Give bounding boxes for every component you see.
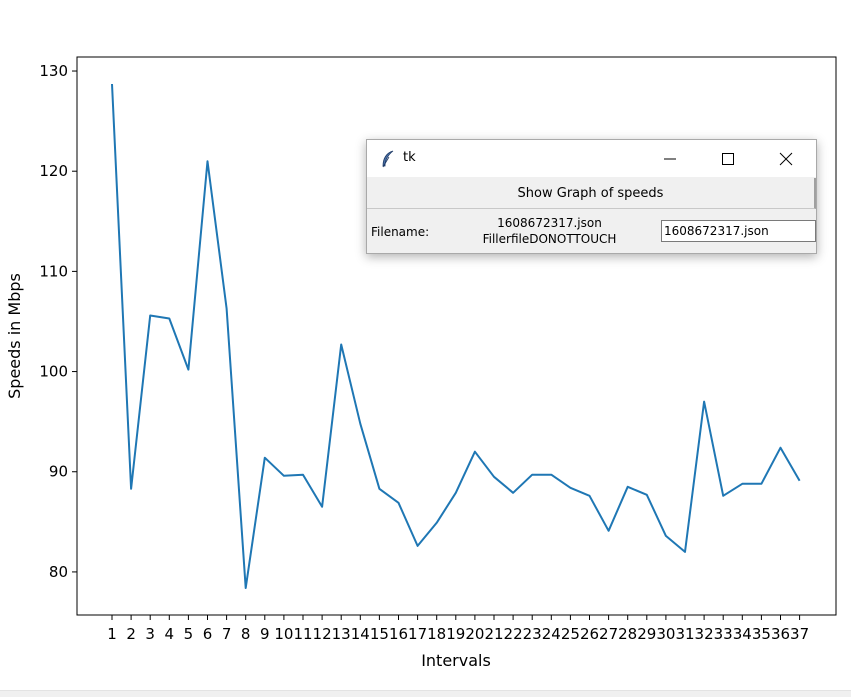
y-tick-label: 100 (39, 363, 68, 381)
x-tick-label: 27 (599, 625, 618, 643)
y-tick-label: 80 (49, 563, 68, 581)
speed-series-line (111, 83, 801, 589)
x-tick-label: 12 (313, 625, 332, 643)
x-tick-label: 6 (203, 625, 213, 643)
x-tick-label: 18 (427, 625, 446, 643)
filename-input[interactable] (661, 220, 816, 242)
y-tick-label: 110 (39, 262, 68, 280)
x-tick-label: 30 (656, 625, 675, 643)
x-tick-label: 15 (370, 625, 389, 643)
x-tick-label: 29 (637, 625, 656, 643)
tk-window: tk Show Graph of speeds Filename: 160867… (366, 139, 817, 254)
y-tick-label: 120 (39, 162, 68, 180)
close-button[interactable] (757, 140, 815, 177)
maximize-button[interactable] (699, 140, 757, 177)
maximize-icon (722, 153, 734, 165)
x-tick-label: 34 (733, 625, 752, 643)
x-tick-label: 11 (293, 625, 312, 643)
x-tick-label: 28 (618, 625, 637, 643)
x-tick-label: 14 (351, 625, 370, 643)
x-tick-label: 25 (561, 625, 580, 643)
x-tick-label: 21 (484, 625, 503, 643)
x-tick-label: 5 (184, 625, 194, 643)
window-title: tk (403, 150, 416, 165)
x-tick-label: 35 (752, 625, 771, 643)
bottom-strip (0, 690, 851, 697)
y-tick-label: 90 (49, 463, 68, 481)
x-tick-label: 7 (222, 625, 232, 643)
file-list-item[interactable]: FillerfileDONOTTOUCH (482, 232, 617, 246)
x-tick-label: 32 (695, 625, 714, 643)
x-tick-label: 1 (107, 625, 117, 643)
x-tick-label: 23 (523, 625, 542, 643)
x-axis-title: Intervals (421, 651, 491, 670)
x-tick-label: 19 (446, 625, 465, 643)
x-tick-label: 37 (790, 625, 809, 643)
close-icon (779, 152, 793, 166)
minimize-button[interactable] (641, 140, 699, 177)
x-axis-ticks: 1 2 3 4 5 6 7 8 9 10 11 12 13 14 15 16 17 18 19 20 21 22 23 24 2… (107, 615, 809, 643)
x-tick-label: 17 (408, 625, 427, 643)
x-tick-label: 2 (126, 625, 136, 643)
x-tick-label: 33 (714, 625, 733, 643)
show-graph-button[interactable]: Show Graph of speeds (367, 178, 816, 209)
y-tick-label: 130 (39, 62, 68, 80)
feather-icon (381, 150, 395, 168)
x-tick-label: 31 (675, 625, 694, 643)
title-bar[interactable]: tk (367, 140, 816, 177)
x-tick-label: 10 (274, 625, 293, 643)
x-tick-label: 16 (389, 625, 408, 643)
y-axis-title: Speeds in Mbps (5, 273, 24, 399)
minimize-icon (664, 158, 676, 160)
x-tick-label: 9 (260, 625, 270, 643)
x-tick-label: 26 (580, 625, 599, 643)
x-tick-label: 3 (145, 625, 155, 643)
x-tick-label: 13 (332, 625, 351, 643)
x-tick-label: 36 (771, 625, 790, 643)
filename-label: Filename: (371, 225, 430, 239)
file-list[interactable]: 1608672317.json FillerfileDONOTTOUCH (437, 215, 662, 247)
x-tick-label: 22 (504, 625, 523, 643)
x-tick-label: 8 (241, 625, 251, 643)
y-axis-ticks: 80 90 100 110 120 130 (39, 62, 77, 581)
file-list-item[interactable]: 1608672317.json (497, 216, 602, 230)
x-tick-label: 24 (542, 625, 561, 643)
x-tick-label: 20 (465, 625, 484, 643)
x-tick-label: 4 (165, 625, 175, 643)
